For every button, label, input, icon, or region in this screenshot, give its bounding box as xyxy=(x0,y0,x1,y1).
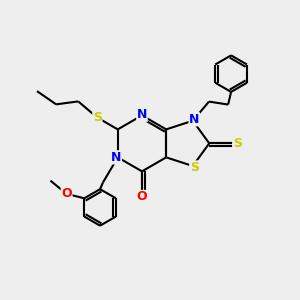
Text: N: N xyxy=(111,151,122,164)
Text: O: O xyxy=(61,188,72,200)
Text: N: N xyxy=(189,113,200,126)
Text: S: S xyxy=(93,111,102,124)
Text: S: S xyxy=(190,161,199,174)
Text: S: S xyxy=(233,137,242,150)
Text: N: N xyxy=(137,108,147,121)
Text: O: O xyxy=(137,190,147,203)
